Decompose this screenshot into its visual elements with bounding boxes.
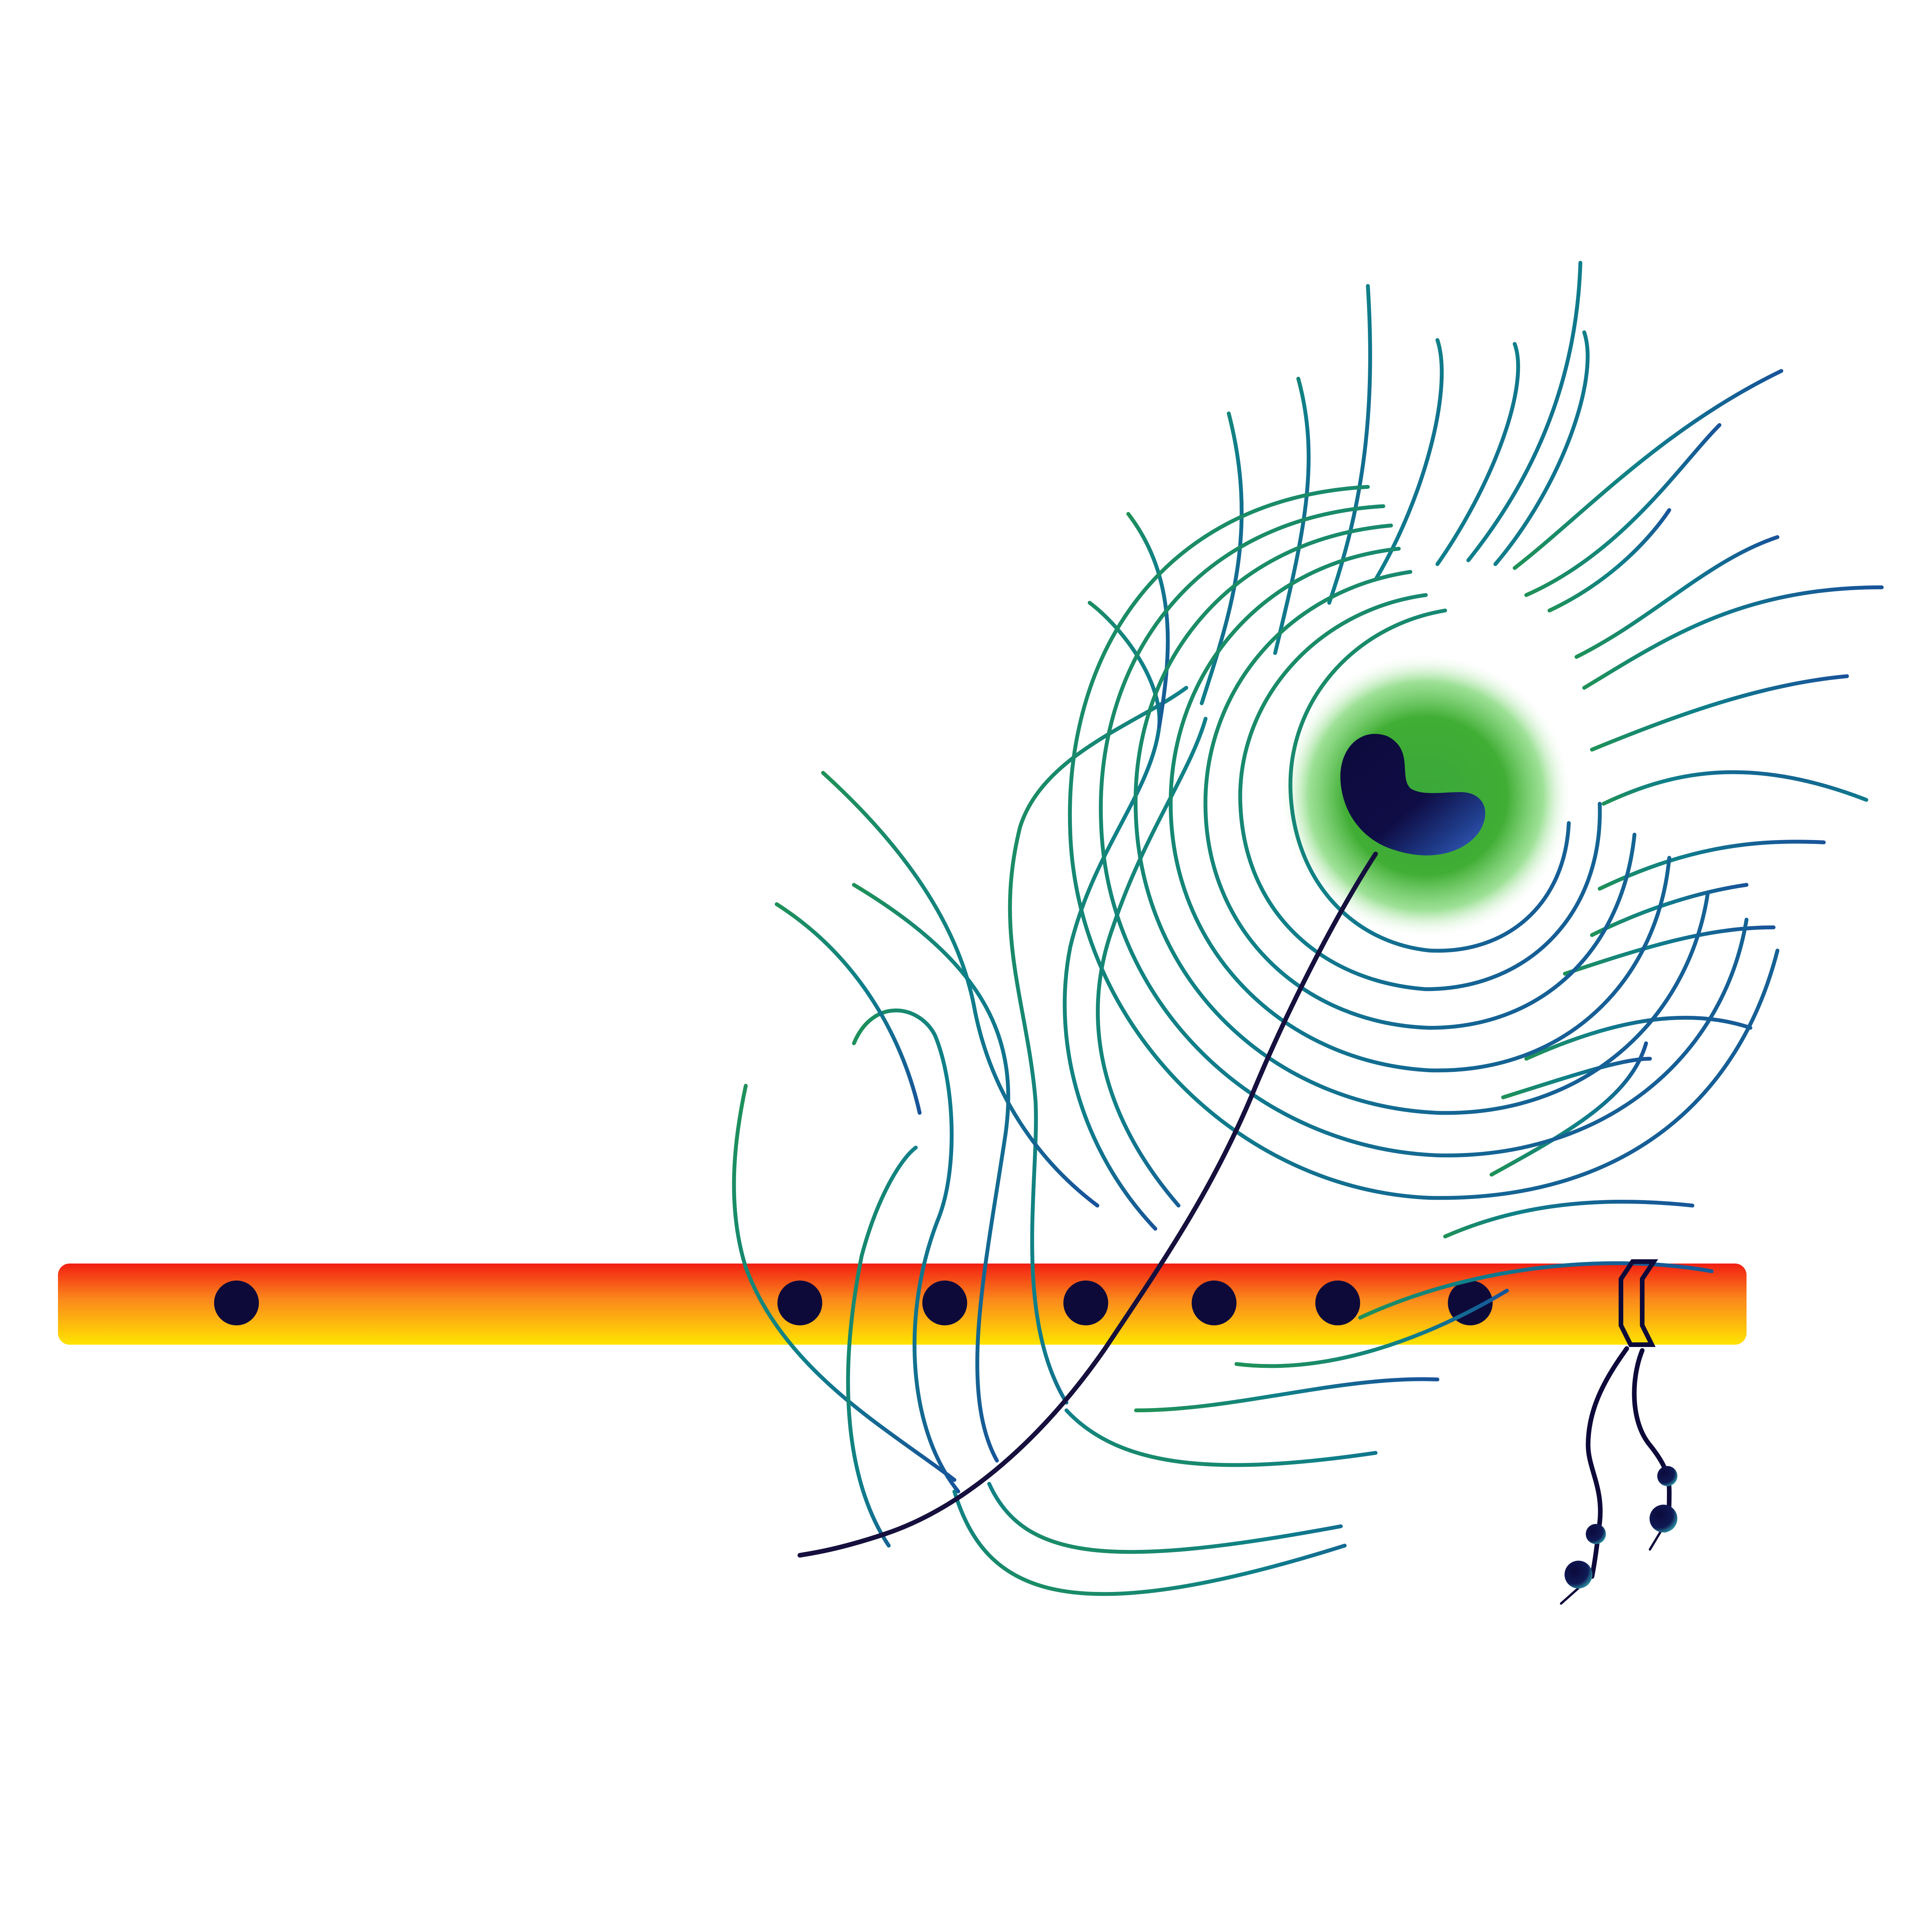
flute-body (58, 1264, 1747, 1345)
feather-barb (1524, 1015, 1752, 1061)
flute-tassel (1560, 1259, 1677, 1605)
feather-barb (852, 1009, 960, 1493)
feather-loop (1133, 524, 1710, 1115)
feather-barb (1096, 717, 1208, 1208)
feather-barb (821, 771, 1099, 1208)
feather-barb (1374, 338, 1444, 582)
feather-barb (987, 1482, 1343, 1554)
feather-barb (1435, 342, 1520, 566)
feather-loop (1238, 593, 1602, 992)
feather-barb (846, 1146, 918, 1548)
feather-barb (1443, 1199, 1694, 1238)
feather-barb (1466, 261, 1582, 562)
feather-barb (1582, 585, 1884, 690)
tassel-bead (1650, 1505, 1677, 1532)
feather-barb (732, 1084, 956, 1482)
feather-barb (1065, 1408, 1378, 1467)
flute-hole (777, 1281, 822, 1325)
feather-barb (1524, 423, 1721, 597)
feather-barb (1575, 535, 1779, 659)
tassel-tip (1649, 1529, 1663, 1551)
flute (58, 1264, 1747, 1345)
peacock-feather (732, 261, 1884, 1596)
feather-barb (1200, 412, 1244, 705)
feather-right-barbs (952, 369, 1884, 1596)
feather-barb (775, 902, 922, 1115)
feather-outer-barbs (732, 261, 1590, 1548)
flute-hole (1063, 1281, 1108, 1325)
feather-loop (1288, 609, 1571, 953)
feather-barb (1493, 330, 1590, 566)
feather-barb (952, 1490, 1347, 1596)
feather-barb (1008, 686, 1188, 1405)
flute-holes (214, 1281, 1493, 1325)
feather-barb (1590, 674, 1849, 752)
feather-inner-loops (1068, 485, 1779, 1200)
feather-barb (1134, 1377, 1439, 1412)
feather-barb (1063, 601, 1162, 1231)
tassel-band (1619, 1259, 1658, 1347)
tassel-bead (1657, 1466, 1677, 1486)
flute-hole (214, 1281, 259, 1325)
feather-barb (1273, 377, 1311, 655)
feather-loop (1168, 547, 1671, 1073)
feather-loop (1068, 485, 1779, 1200)
feather-loop (1099, 504, 1748, 1158)
tassel-bead (1565, 1561, 1592, 1588)
flute-hole (1315, 1281, 1360, 1325)
feather-barb (1235, 1289, 1509, 1368)
feather-eye-core (1340, 734, 1485, 855)
feather-barb (1598, 840, 1826, 891)
feather-barb (1590, 883, 1748, 937)
feather-barb (1490, 1041, 1648, 1177)
feather-barb (1548, 508, 1671, 612)
flute-hole (1448, 1281, 1493, 1325)
flute-hole (922, 1281, 967, 1325)
tassel-tip (1560, 1587, 1580, 1605)
feather-barb (852, 883, 1010, 1463)
feather-barb (1513, 369, 1783, 570)
feather-stem (798, 852, 1378, 1558)
feather-loop (1203, 570, 1636, 1030)
flute-hole (1192, 1281, 1236, 1325)
feather-barb (1602, 770, 1868, 806)
feather-barb (1126, 512, 1170, 728)
tassel-bead (1586, 1524, 1606, 1544)
feather-barb (1358, 1261, 1714, 1320)
